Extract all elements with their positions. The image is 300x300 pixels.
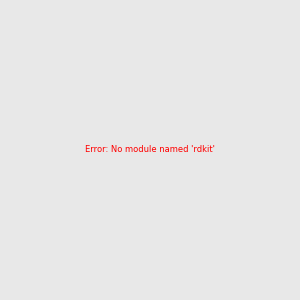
Text: Error: No module named 'rdkit': Error: No module named 'rdkit' xyxy=(85,146,215,154)
